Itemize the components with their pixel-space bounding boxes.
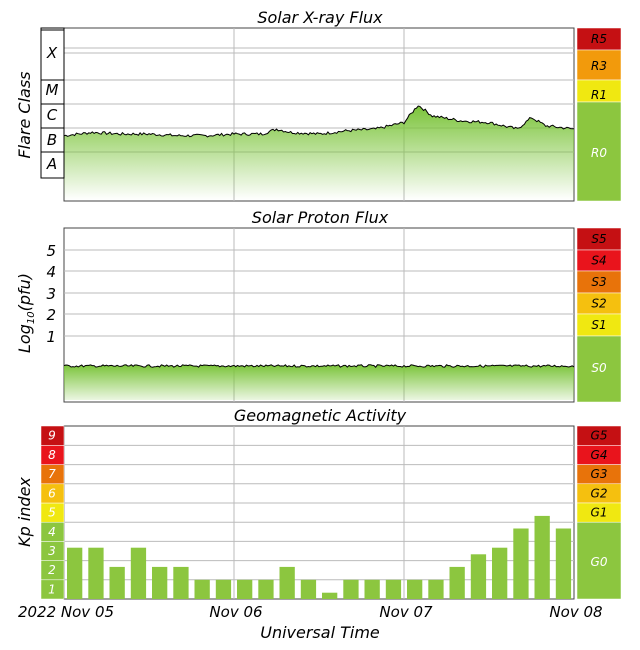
kp-level-label-7: 7 — [48, 467, 56, 481]
time-axis-ticks: 2022 Nov 05 Nov 06 Nov 07 Nov 08 — [18, 603, 603, 621]
xray-scale-label-R3: R3 — [591, 59, 607, 73]
xray-class-X: X — [46, 44, 58, 62]
kp-level-label-9: 9 — [48, 429, 56, 443]
time-tick-0: 2022 Nov 05 — [18, 603, 114, 621]
xray-scale-label-R5: R5 — [591, 32, 607, 46]
kp-scale-label-G0: G0 — [591, 555, 608, 569]
kp-bar-6 — [194, 579, 210, 599]
kp-bar-11 — [300, 579, 317, 599]
kp-bar-22 — [534, 515, 550, 599]
kp-bar-15 — [385, 579, 402, 599]
kp-bar-17 — [428, 579, 444, 599]
xray-class-axis — [40, 27, 65, 179]
kp-level-band-9 — [40, 425, 65, 446]
time-tick-2: Nov 07 — [379, 603, 433, 621]
kp-scale-label-G5: G5 — [591, 429, 608, 443]
xray-scale-label-R0: R0 — [591, 146, 607, 160]
kp-bar-18 — [449, 566, 465, 599]
xray-class-C: C — [47, 106, 58, 124]
proton-title: Solar Proton Flux — [252, 208, 389, 227]
xray-scale-band-R3 — [576, 49, 622, 81]
kp-bar-23 — [555, 528, 572, 599]
proton-scale-band-S0 — [576, 335, 622, 403]
kp-level-label-6: 6 — [48, 486, 56, 500]
xray-scale-label-R1: R1 — [591, 88, 607, 102]
kp-panel: Geomagnetic Activity Kp index 123456789 … — [15, 406, 622, 642]
kp-scale-band-G0 — [576, 521, 622, 600]
proton-gridlines — [64, 228, 574, 402]
kp-level-label-4: 4 — [48, 525, 56, 539]
kp-g-scale: G5 G4 G3 G2 G1 G0 — [576, 425, 622, 600]
time-tick-3: Nov 08 — [549, 603, 602, 621]
proton-log-ticks: 5 4 3 2 1 — [46, 242, 56, 346]
proton-scale-label-S4: S4 — [591, 254, 606, 268]
xray-class-M: M — [46, 81, 59, 99]
kp-scale-label-G2: G2 — [591, 486, 608, 500]
kp-gridlines — [64, 426, 574, 599]
proton-flux-line — [63, 364, 575, 368]
kp-bar-7 — [215, 579, 232, 599]
time-axis-label: Universal Time — [260, 623, 380, 642]
kp-bar-19 — [470, 554, 487, 599]
kp-bar-10 — [279, 566, 295, 599]
xray-ylabel: Flare Class — [15, 71, 34, 158]
kp-scale-label-G3: G3 — [591, 467, 608, 481]
kp-bar-0 — [67, 547, 83, 599]
xray-scale-band-R0 — [576, 101, 622, 202]
proton-scale-label-S1: S1 — [591, 318, 606, 332]
kp-bar-5 — [173, 566, 189, 599]
kp-level-label-1: 1 — [48, 582, 56, 596]
kp-bars — [67, 515, 572, 599]
proton-scale-label-S3: S3 — [591, 275, 606, 289]
proton-tick-4: 4 — [46, 263, 56, 281]
proton-scale-label-S0: S0 — [591, 361, 607, 375]
proton-tick-5: 5 — [46, 242, 56, 260]
proton-scale-label-S5: S5 — [591, 232, 606, 246]
kp-level-label-5: 5 — [48, 506, 56, 520]
proton-s-scale: S5 S4 S3 S2 S1 S0 — [576, 227, 622, 403]
kp-bar-21 — [513, 528, 529, 599]
xray-title: Solar X-ray Flux — [257, 8, 383, 27]
proton-tick-3: 3 — [46, 285, 56, 303]
kp-level-label-3: 3 — [48, 544, 56, 558]
kp-scale-label-G1: G1 — [591, 506, 608, 520]
kp-bar-3 — [130, 547, 147, 599]
kp-bar-9 — [258, 579, 274, 599]
xray-flux-area — [64, 106, 574, 200]
kp-bar-4 — [152, 566, 168, 599]
kp-plot-frame — [63, 425, 575, 600]
proton-scale-label-S2: S2 — [591, 297, 606, 311]
kp-bar-2 — [109, 566, 125, 599]
xray-class-A: A — [46, 155, 57, 173]
time-tick-1: Nov 06 — [209, 603, 262, 621]
proton-tick-1: 1 — [46, 328, 56, 346]
xray-r-scale: R5 R3 R1 R0 — [576, 27, 622, 202]
kp-scale-label-G4: G4 — [591, 448, 608, 462]
kp-bar-16 — [407, 579, 423, 599]
kp-bar-8 — [237, 579, 253, 599]
kp-title: Geomagnetic Activity — [234, 406, 407, 425]
kp-level-axis: 1 2 3 4 5 6 7 8 9 — [40, 425, 65, 600]
kp-level-label-2: 2 — [48, 563, 56, 577]
xray-class-B: B — [47, 131, 57, 149]
kp-ylabel: Kp index — [15, 477, 34, 547]
kp-bar-12 — [322, 592, 338, 599]
kp-bar-20 — [492, 547, 508, 599]
kp-bar-13 — [343, 579, 359, 599]
proton-tick-2: 2 — [46, 306, 56, 324]
kp-bar-14 — [364, 579, 380, 599]
proton-ylabel: Log10(pfu) — [15, 273, 37, 353]
proton-flux-area — [64, 364, 574, 400]
xray-flux-line — [63, 105, 575, 138]
kp-bar-1 — [88, 547, 104, 599]
kp-level-label-8: 8 — [48, 448, 56, 462]
